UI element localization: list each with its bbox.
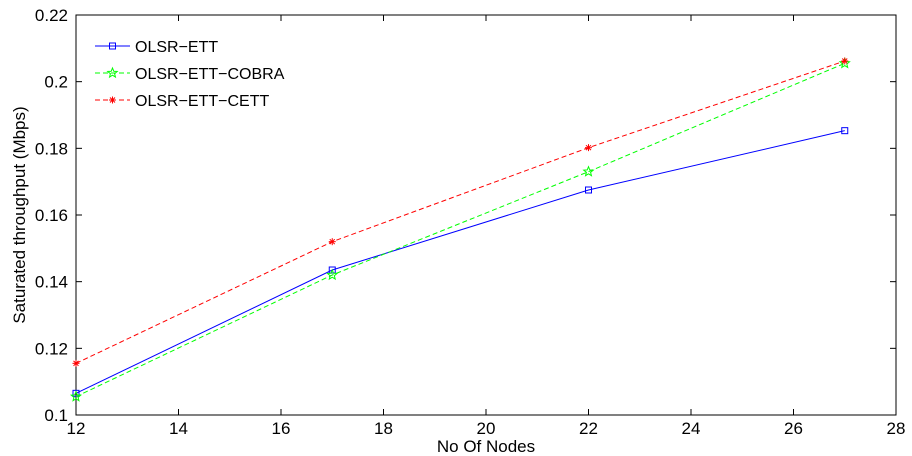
legend: OLSR−ETT OLSR−ETT−COBRA OLSR−ETT−CETT <box>95 39 285 110</box>
legend-marker <box>109 96 116 104</box>
data-point <box>585 144 592 152</box>
data-point <box>841 127 849 135</box>
y-tick-label: 0.22 <box>35 6 68 25</box>
y-tick-label: 0.12 <box>35 339 68 358</box>
asterisk-stroke <box>585 144 592 151</box>
x-tick-label: 18 <box>374 419 393 438</box>
plot-area <box>75 14 897 416</box>
asterisk-stroke <box>329 238 336 245</box>
asterisk-stroke <box>73 360 79 367</box>
y-tick-label: 0.2 <box>44 73 68 92</box>
series-group <box>69 56 851 402</box>
data-point <box>72 359 80 367</box>
x-tick-label: 20 <box>477 419 496 438</box>
y-tick-label: 0.16 <box>35 206 68 225</box>
x-tick-label: 12 <box>67 419 86 438</box>
series-line <box>75 60 845 364</box>
data-point <box>328 266 336 274</box>
data-point <box>328 238 336 246</box>
data-point <box>582 165 595 177</box>
legend-label: OLSR−ETT <box>135 39 218 56</box>
y-tick-label: 0.14 <box>35 273 68 292</box>
x-tick-label: 14 <box>169 419 188 438</box>
series-3 <box>72 57 849 367</box>
y-tick-label: 0.18 <box>35 139 68 158</box>
legend-marker <box>106 66 119 79</box>
axis-ticks: 12 14 16 18 20 22 24 26 28 0.1 0.12 0.14 0.16 0.18 0.2… <box>35 6 906 438</box>
data-point <box>585 186 592 194</box>
data-point <box>838 56 851 69</box>
x-tick-label: 24 <box>682 419 701 438</box>
asterisk-stroke <box>109 97 116 103</box>
series-2 <box>69 56 851 402</box>
x-tick-label: 22 <box>579 419 598 438</box>
series-line <box>75 62 845 398</box>
x-tick-label: 26 <box>784 419 803 438</box>
data-point <box>841 57 849 65</box>
data-point <box>326 268 339 281</box>
asterisk-stroke <box>841 58 848 64</box>
legend-marker <box>109 42 116 50</box>
data-point <box>69 390 83 402</box>
y-tick-label: 0.1 <box>44 406 68 425</box>
series-line <box>75 130 845 394</box>
y-axis-title: Saturated throughput (Mbps) <box>10 106 29 323</box>
x-tick-label: 28 <box>887 419 906 438</box>
x-axis-title: No Of Nodes <box>437 437 535 456</box>
legend-label: OLSR−ETT−COBRA <box>135 66 285 83</box>
legend-label: OLSR−ETT−CETT <box>135 93 269 110</box>
x-tick-label: 16 <box>272 419 291 438</box>
